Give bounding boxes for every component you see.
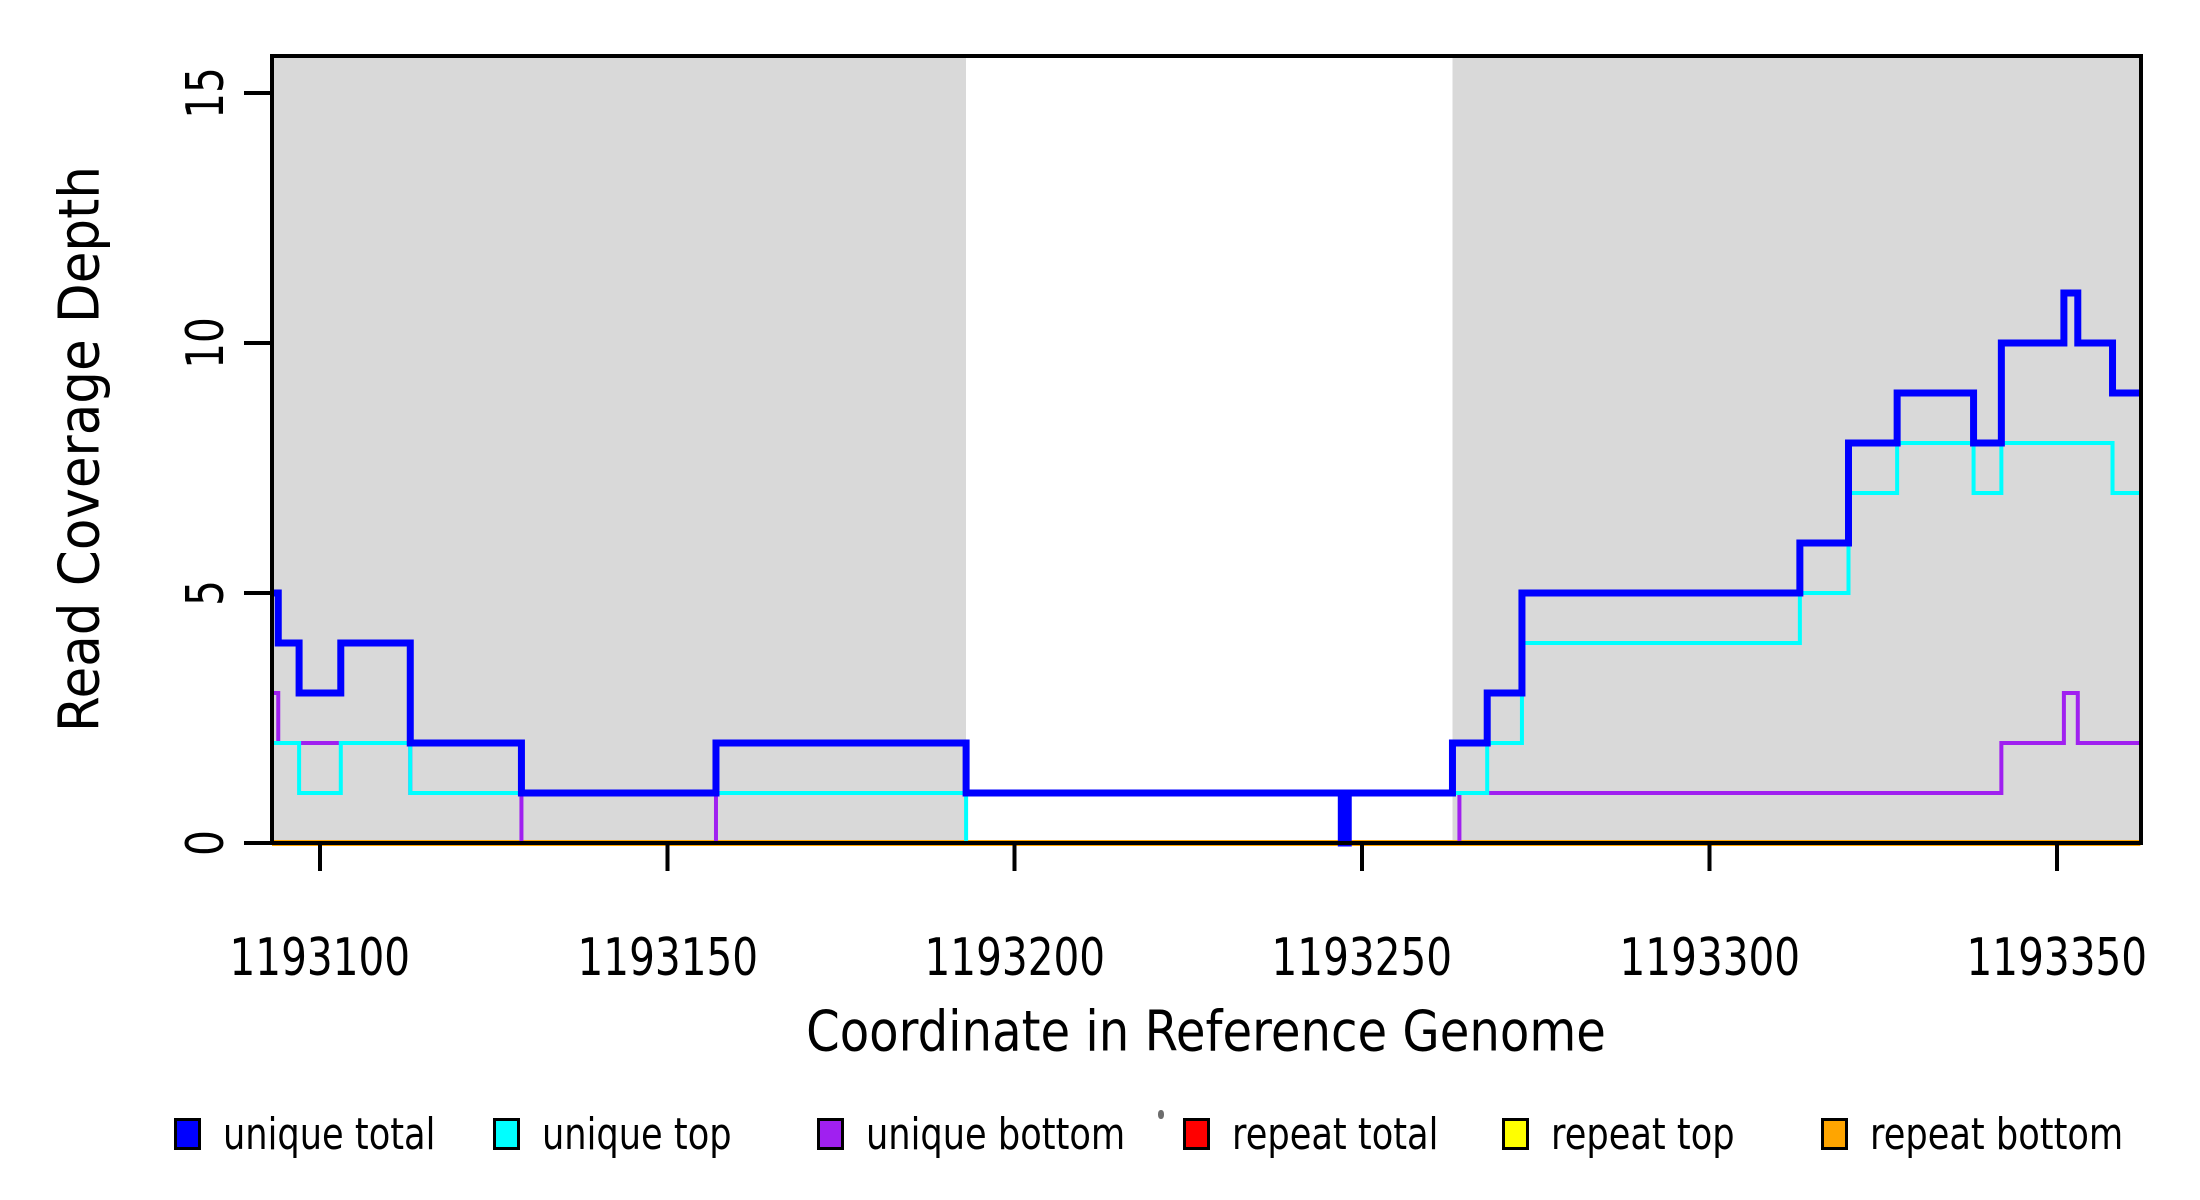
legend-label: unique top (542, 1108, 732, 1160)
shaded-region-0 (272, 56, 967, 843)
legend-swatch (1502, 1118, 1529, 1150)
legend-swatch (817, 1118, 844, 1150)
x-axis-title: Coordinate in Reference Genome (741, 1000, 1671, 1065)
y-tick-label: 5 (176, 580, 236, 606)
x-tick-label-text: 1193150 (577, 928, 758, 988)
stray-mark (1158, 1110, 1164, 1119)
x-tick-label: 1193150 (527, 928, 807, 988)
legend-item: repeat bottom (1821, 1109, 2187, 1160)
legend-item: unique total (174, 1109, 488, 1160)
legend-label: repeat total (1232, 1108, 1439, 1160)
y-tick-label: 15 (176, 67, 236, 119)
x-tick-label-text: 1193100 (229, 928, 411, 988)
legend-label: unique total (223, 1108, 436, 1160)
x-tick-label: 1193250 (1222, 928, 1502, 988)
x-tick-label: 1193300 (1570, 928, 1850, 988)
x-tick-label: 1193350 (1917, 928, 2197, 988)
x-tick-label-text: 1193300 (1619, 928, 1800, 988)
legend-swatch (1821, 1118, 1848, 1150)
y-tick-label: 0 (176, 830, 236, 856)
x-axis-title-text: Coordinate in Reference Genome (806, 999, 1606, 1065)
legend-label: repeat top (1551, 1108, 1735, 1160)
plot-box (270, 54, 2143, 845)
y-tick-label: 10 (176, 317, 236, 369)
legend-item: unique top (493, 1109, 779, 1160)
y-axis-title: Read Coverage Depth (47, 166, 113, 732)
legend-swatch (493, 1118, 520, 1150)
x-tick-label: 1193100 (180, 928, 460, 988)
series-unique-total (272, 289, 2141, 847)
legend-item: repeat top (1502, 1109, 1781, 1160)
x-tick-label: 1193200 (875, 928, 1155, 988)
legend-label: unique bottom (866, 1108, 1126, 1160)
legend-item: repeat total (1183, 1109, 1490, 1160)
legend-swatch (174, 1118, 201, 1150)
legend-label: repeat bottom (1870, 1108, 2124, 1160)
x-tick-label-text: 1193200 (924, 928, 1106, 988)
x-tick-label-text: 1193250 (1271, 928, 1453, 988)
legend-swatch (1183, 1118, 1210, 1150)
shaded-region-1 (1452, 56, 2141, 843)
x-tick-label-text: 1193350 (1966, 928, 2148, 988)
legend-item: unique bottom (817, 1109, 1190, 1160)
